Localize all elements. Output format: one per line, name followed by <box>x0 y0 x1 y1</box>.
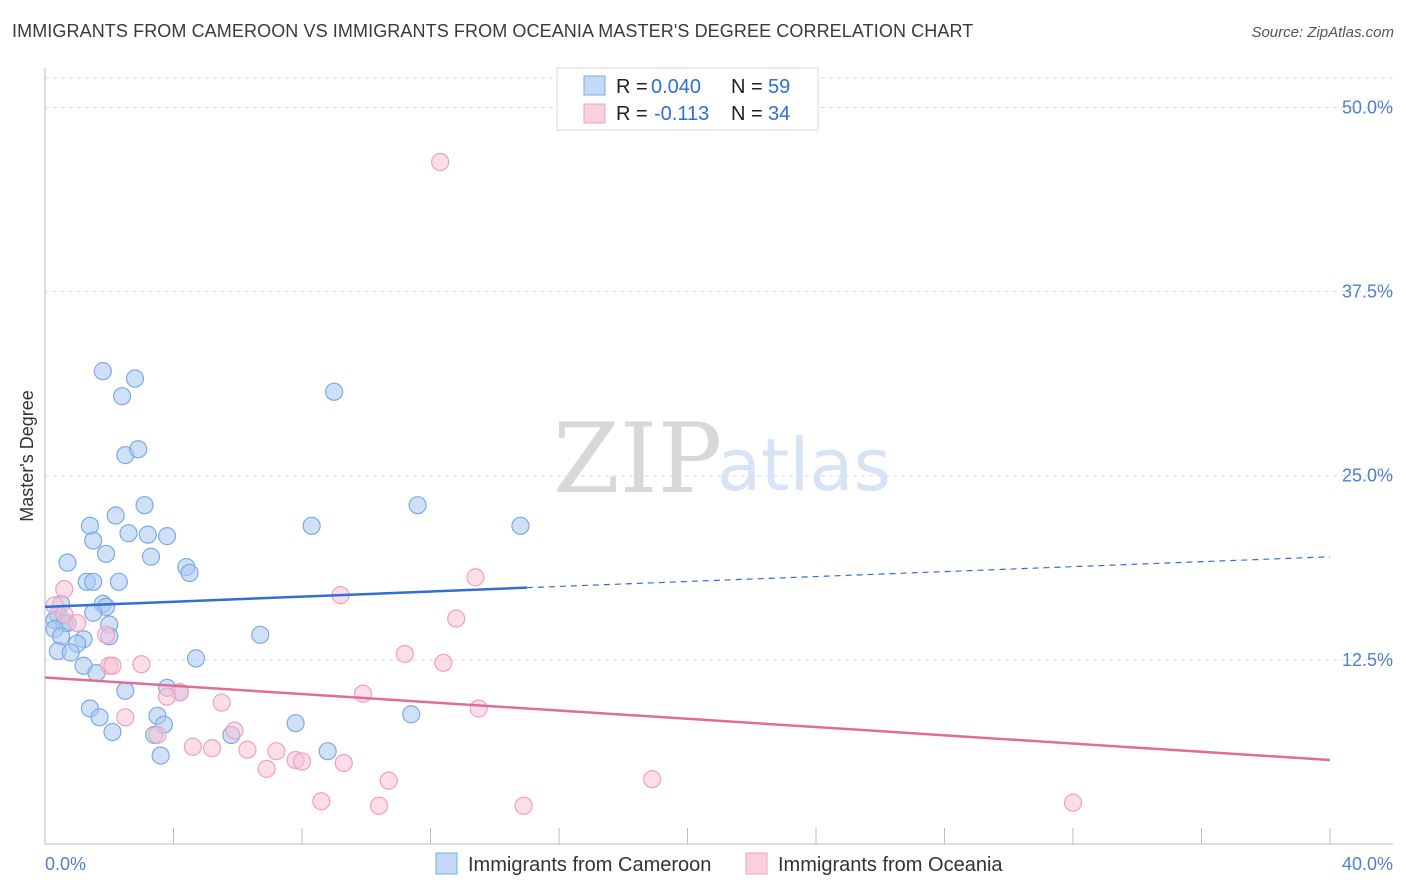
cameroon-point-0 <box>93 362 112 381</box>
cameroon-point-28 <box>84 603 103 622</box>
cameroon-point-53 <box>103 722 122 742</box>
series-label-oceania: Immigrants from Oceania <box>778 854 1003 876</box>
series-swatch-oceania <box>745 852 768 875</box>
legend-r-value-2: -0.113 <box>654 103 709 125</box>
cameroon-point-34 <box>51 627 71 646</box>
oceania-point-20 <box>148 725 167 745</box>
legend-r-value-1: 0.040 <box>651 76 701 98</box>
legend-swatch-oceania <box>583 103 606 124</box>
cameroon-point-20 <box>180 563 199 583</box>
oceania-point-21 <box>225 721 244 740</box>
cameroon-point-8 <box>106 506 125 525</box>
cameroon-point-48 <box>90 708 109 727</box>
oceania-point-9 <box>395 644 414 664</box>
oceania-trend-line <box>44 676 1331 762</box>
oceania-point-10 <box>434 653 453 672</box>
gridlines <box>45 77 1393 661</box>
cameroon-point-56 <box>318 742 337 761</box>
cameroon-point-3 <box>325 382 344 401</box>
oceania-point-17 <box>212 693 231 712</box>
oceania-point-27 <box>292 752 312 771</box>
legend-r-label-2: R = <box>616 103 648 125</box>
oceania-point-31 <box>643 770 662 789</box>
oceania-point-8 <box>96 625 116 644</box>
cameroon-point-13 <box>138 525 157 544</box>
oceania-point-0 <box>431 152 450 172</box>
cameroon-point-12 <box>119 524 138 543</box>
cameroon-point-2 <box>112 387 132 406</box>
cameroon-point-50 <box>402 705 421 724</box>
cameroon-point-22 <box>84 572 103 591</box>
y-axis-label: Master's Degree <box>17 390 37 521</box>
cameroon-point-9 <box>80 516 100 535</box>
oceania-point-11 <box>132 655 151 674</box>
cameroon-trend-line <box>44 586 527 609</box>
x-tick-label-max: 40.0% <box>1342 854 1393 874</box>
y-tick-label-3: 50.0% <box>1342 97 1393 117</box>
cameroon-point-40 <box>61 643 80 662</box>
cameroon-point-57 <box>151 746 170 765</box>
series-swatch-cameroon <box>435 852 458 875</box>
cameroon-point-52 <box>286 714 305 733</box>
oceania-point-19 <box>116 708 135 727</box>
oceania-point-1 <box>466 568 485 587</box>
oceania-point-25 <box>267 742 286 761</box>
y-tick-labels: 12.5% 25.0% 37.5% 50.0% <box>1342 97 1393 669</box>
watermark-atlas: atlas <box>717 423 891 507</box>
oceania-point-5 <box>447 609 466 628</box>
oceania-point-16 <box>157 687 177 706</box>
correlation-legend: R = 0.040 N = 59 R = -0.113 N = 34 <box>556 67 819 131</box>
oceania-point-28 <box>334 753 353 773</box>
cameroon-point-7 <box>135 496 154 515</box>
cameroon-point-11 <box>511 516 530 535</box>
legend-n-value-2: 34 <box>768 103 790 125</box>
series-legend: Immigrants from Cameroon Immigrants from… <box>435 852 1003 876</box>
cameroon-point-10 <box>302 516 321 535</box>
y-tick-label-0: 12.5% <box>1342 650 1393 670</box>
cameroon-point-16 <box>96 544 116 563</box>
legend-n-value-1: 59 <box>768 76 790 98</box>
cameroon-point-18 <box>58 553 77 572</box>
cameroon-point-5 <box>129 440 148 459</box>
data-points <box>45 152 1083 815</box>
y-tick-label-2: 37.5% <box>1342 282 1393 302</box>
oceania-point-33 <box>370 796 389 815</box>
oceania-point-29 <box>257 759 276 778</box>
cameroon-point-23 <box>109 572 128 591</box>
oceania-point-18 <box>469 699 488 718</box>
oceania-point-32 <box>312 792 331 811</box>
x-axis-ticks <box>44 828 1331 844</box>
cameroon-point-15 <box>84 531 103 550</box>
cameroon-point-6 <box>408 496 427 515</box>
oceania-point-13 <box>103 656 122 675</box>
legend-n-label-2: N = <box>731 103 763 125</box>
y-tick-label-1: 25.0% <box>1342 466 1393 486</box>
cameroon-point-17 <box>141 547 161 566</box>
cameroon-point-1 <box>125 369 145 388</box>
legend-swatch-cameroon <box>583 75 606 96</box>
oceania-point-23 <box>202 739 222 758</box>
oceania-point-15 <box>353 684 373 703</box>
oceania-point-22 <box>183 737 202 756</box>
watermark-zip: ZIP <box>553 403 722 515</box>
cameroon-point-14 <box>157 527 177 546</box>
series-label-cameroon: Immigrants from Cameroon <box>468 854 711 876</box>
cameroon-point-41 <box>186 649 206 668</box>
legend-r-label-1: R = <box>616 76 648 98</box>
oceania-point-34 <box>514 796 533 815</box>
oceania-point-2 <box>55 580 74 599</box>
cameroon-point-46 <box>116 681 135 700</box>
cameroon-trend-extension <box>526 556 1331 589</box>
chart-title: IMMIGRANTS FROM CAMEROON VS IMMIGRANTS F… <box>12 21 974 41</box>
oceania-point-30 <box>379 771 398 790</box>
source-label: Source: ZipAtlas.com <box>1251 24 1394 41</box>
oceania-point-7 <box>68 613 87 633</box>
x-tick-label-min: 0.0% <box>45 854 86 874</box>
oceania-point-24 <box>238 740 257 759</box>
oceania-point-35 <box>1063 793 1083 812</box>
cameroon-point-36 <box>251 625 270 644</box>
legend-n-label-1: N = <box>731 76 763 98</box>
trend-lines <box>44 556 1331 762</box>
